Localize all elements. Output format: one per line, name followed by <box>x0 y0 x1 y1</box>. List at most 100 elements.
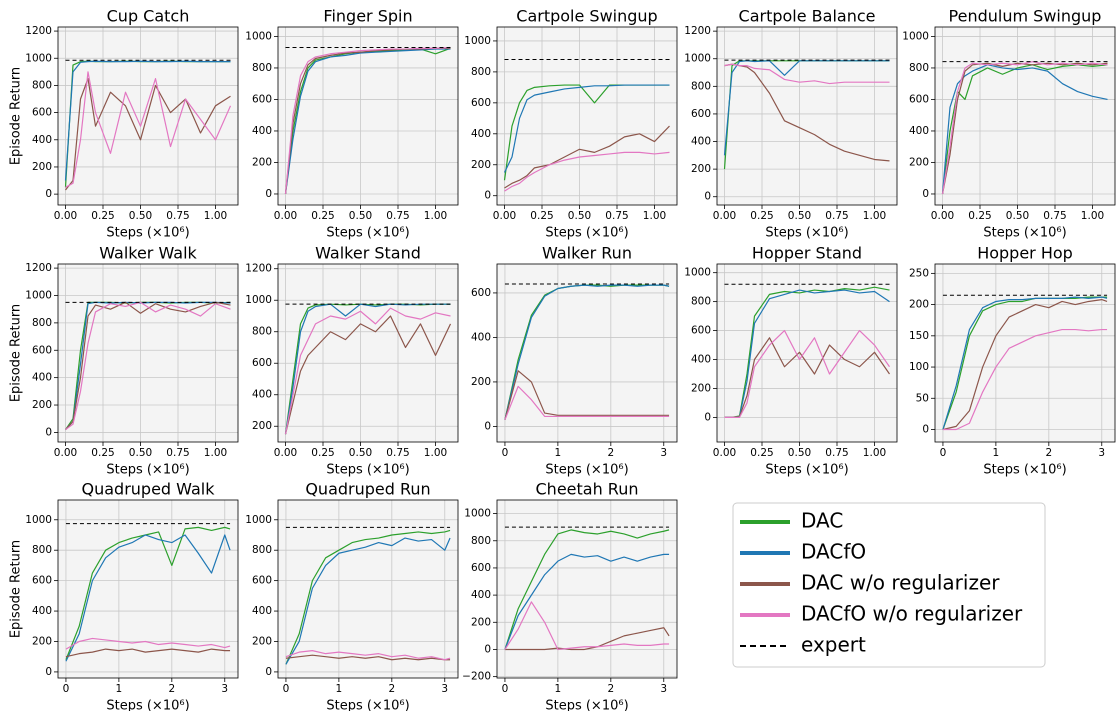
chart-title: Finger Spin <box>323 7 412 26</box>
series-line <box>65 71 232 188</box>
y-axis-label: Episode Return <box>9 540 24 638</box>
x-axis-label: Steps (×10⁶) <box>983 226 1066 241</box>
x-tick-label: 1.00 <box>1081 210 1104 222</box>
y-tick-label: 400 <box>32 134 52 146</box>
series-line <box>504 125 670 189</box>
x-tick-label: 1.00 <box>424 447 447 459</box>
y-tick-label: 600 <box>32 575 52 587</box>
y-tick-label: 1000 <box>25 52 52 64</box>
x-axis-label: Steps (×10⁶) <box>545 699 628 711</box>
legend-label: expert <box>801 633 866 657</box>
x-tick-label: 3 <box>441 683 448 695</box>
x-tick-label: 0.50 <box>349 210 372 222</box>
y-tick-label: 1200 <box>684 25 711 37</box>
plot-area <box>278 500 458 678</box>
x-tick-label: 0.75 <box>166 447 189 459</box>
x-tick-label: 0.00 <box>54 447 77 459</box>
x-axis-label: Steps (×10⁶) <box>545 226 628 241</box>
series-line <box>285 537 451 665</box>
series-line <box>723 60 890 156</box>
y-tick-label: 400 <box>32 605 52 617</box>
plot-frame <box>496 26 678 206</box>
y-tick-label: 800 <box>252 62 272 74</box>
x-tick-label: 0.00 <box>274 210 297 222</box>
series-line <box>941 62 1108 195</box>
x-tick-label: 0.50 <box>1006 210 1029 222</box>
series-line <box>65 526 231 660</box>
x-tick-label: 0.50 <box>349 447 372 459</box>
x-axis-label: Steps (×10⁶) <box>106 226 189 241</box>
y-tick-label: 800 <box>32 544 52 556</box>
x-axis-label: Steps (×10⁶) <box>326 699 409 711</box>
series-line <box>285 650 451 661</box>
x-tick-label: 0.75 <box>386 210 409 222</box>
y-tick-label: 400 <box>691 136 711 148</box>
x-axis-label: Steps (×10⁶) <box>765 463 848 478</box>
series-line <box>941 61 1108 195</box>
y-axis-label: Episode Return <box>9 304 24 402</box>
x-axis-label: Steps (×10⁶) <box>326 463 409 478</box>
series-line <box>64 60 231 181</box>
y-tick-label: 1000 <box>464 508 491 520</box>
x-tick-label: 3 <box>660 683 667 695</box>
y-tick-label: 400 <box>252 389 272 401</box>
y-tick-label: 400 <box>909 125 929 137</box>
y-tick-label: 600 <box>471 97 491 109</box>
series-line <box>284 48 451 195</box>
plot-area <box>717 264 897 442</box>
y-tick-label: 800 <box>252 326 272 338</box>
legend-label: DACfO <box>801 540 866 564</box>
plot-area <box>935 27 1115 205</box>
legend-label: DAC w/o regularizer <box>801 571 1000 595</box>
series-line <box>724 329 890 418</box>
x-tick-label: 1.00 <box>863 210 886 222</box>
series-line <box>504 553 670 650</box>
chart-title: Cup Catch <box>107 7 190 26</box>
y-tick-label: 600 <box>471 287 491 299</box>
y-tick-label: 200 <box>32 161 52 173</box>
x-tick-label: 1 <box>993 447 1000 459</box>
x-tick-label: 0.00 <box>713 210 736 222</box>
y-tick-label: 1000 <box>25 514 52 526</box>
x-tick-label: 1.00 <box>204 447 227 459</box>
y-tick-label: 800 <box>471 535 491 547</box>
x-tick-label: 1.00 <box>643 210 666 222</box>
y-tick-label: 250 <box>909 267 929 279</box>
y-tick-label: 800 <box>909 62 929 74</box>
x-tick-label: 0.00 <box>713 447 736 459</box>
x-tick-label: 1 <box>336 683 343 695</box>
y-tick-label: 800 <box>252 544 272 556</box>
x-tick-label: 1.00 <box>204 210 227 222</box>
chart-title: Quadruped Walk <box>82 480 216 499</box>
x-axis-label: Steps (×10⁶) <box>106 463 189 478</box>
x-tick-label: 0.75 <box>825 447 848 459</box>
plot-frame <box>716 26 898 206</box>
series-line <box>65 534 231 662</box>
x-tick-label: 0.50 <box>788 210 811 222</box>
x-tick-label: 0 <box>940 447 947 459</box>
series-line <box>65 637 231 650</box>
series-line <box>724 63 890 85</box>
y-tick-label: 0 <box>922 188 929 200</box>
chart-title: Cheetah Run <box>536 480 639 499</box>
series-line <box>724 337 890 418</box>
y-tick-label: 0 <box>45 188 52 200</box>
plot-frame <box>496 263 678 443</box>
plot-area <box>278 27 458 205</box>
y-tick-label: 200 <box>32 399 52 411</box>
x-tick-label: 0.75 <box>166 210 189 222</box>
legend-box <box>732 502 1046 668</box>
y-tick-label: 600 <box>32 107 52 119</box>
legend-label: DACfO w/o regularizer <box>801 602 1023 626</box>
x-tick-label: 2 <box>607 447 614 459</box>
y-tick-label: 400 <box>471 128 491 140</box>
series-line <box>504 627 670 651</box>
series-line <box>503 84 670 173</box>
plot-frame <box>57 499 239 679</box>
x-axis-label: Steps (×10⁶) <box>106 699 189 711</box>
x-tick-label: 0.00 <box>54 210 77 222</box>
y-tick-label: 600 <box>471 562 491 574</box>
x-tick-label: 0.75 <box>825 210 848 222</box>
y-tick-label: 400 <box>471 331 491 343</box>
series-line <box>65 301 231 431</box>
